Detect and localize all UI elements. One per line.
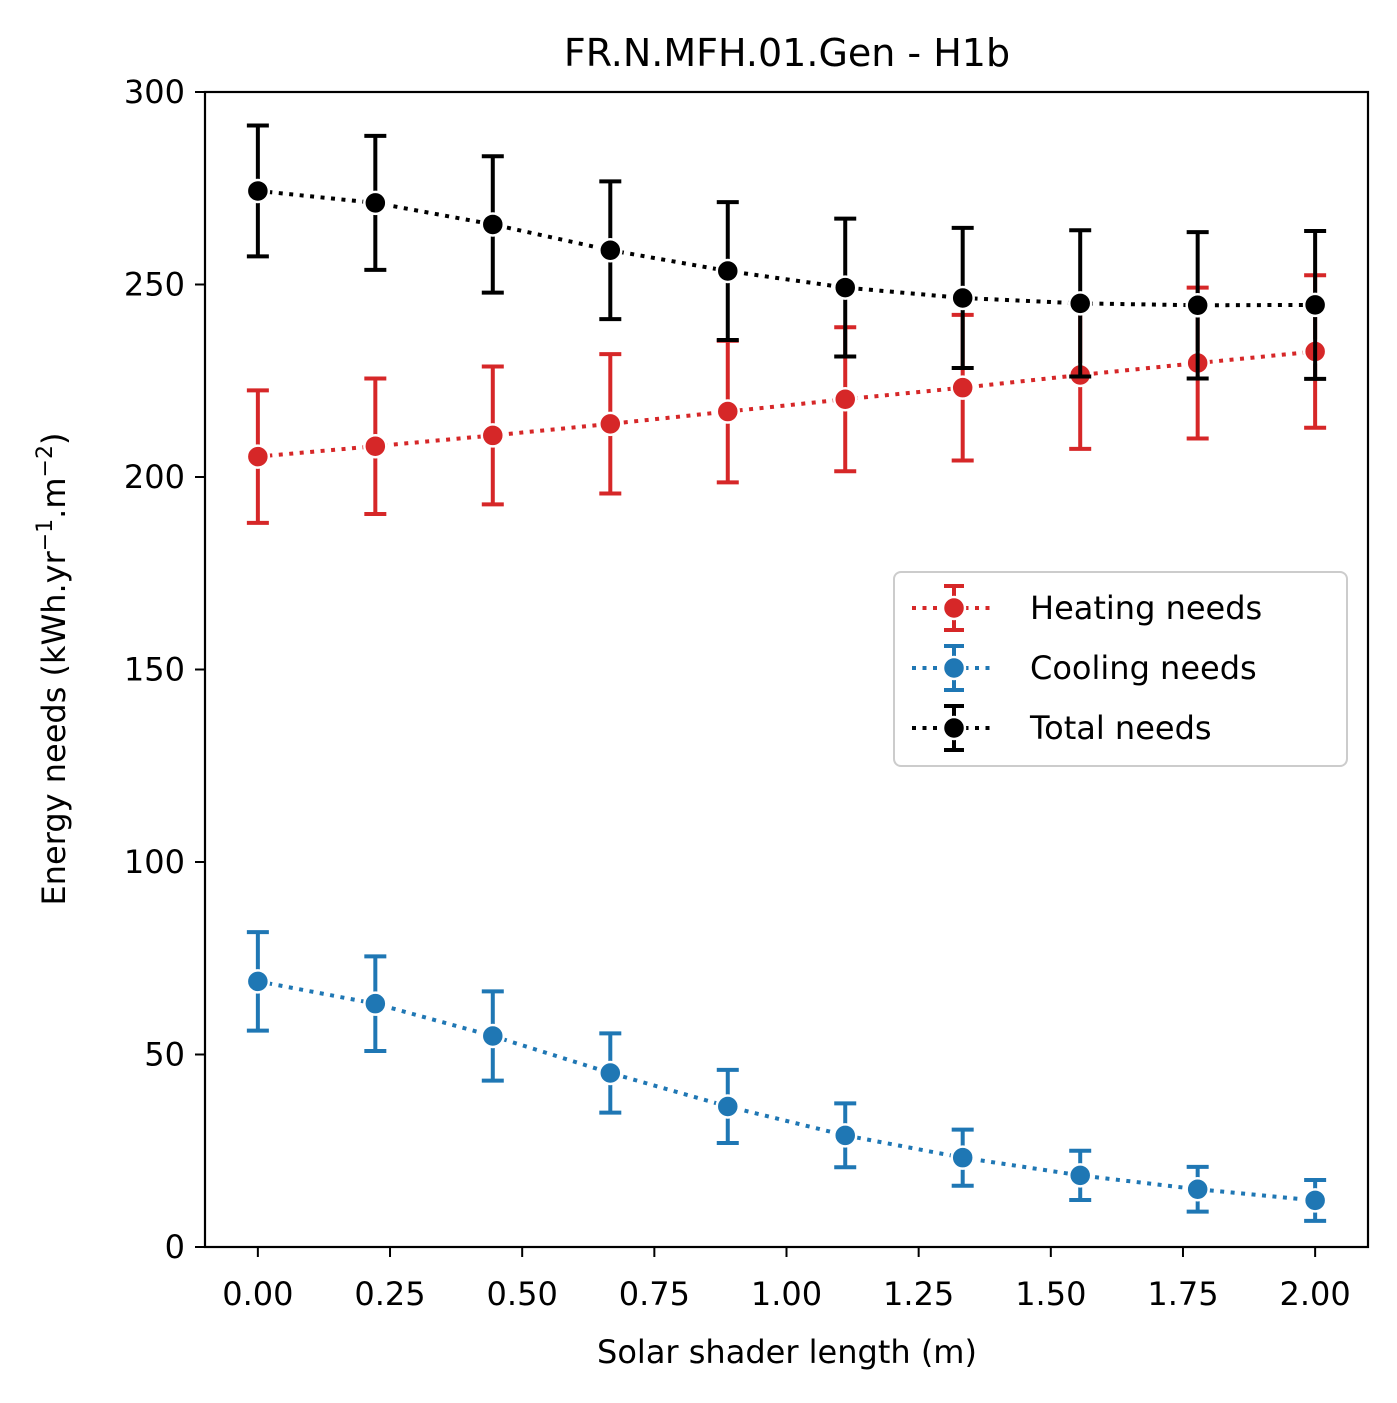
data-point <box>832 386 858 412</box>
data-point <box>1302 292 1328 318</box>
data-point <box>1185 293 1210 318</box>
data-point <box>715 1094 741 1119</box>
y-axis-title-sup2: −2 <box>33 445 58 477</box>
data-point <box>598 411 623 437</box>
y-tick-label: 300 <box>124 73 185 111</box>
y-axis-title-main: Energy needs (kWh.yr <box>35 550 73 905</box>
data-point <box>598 237 623 263</box>
x-tick-label: 0.75 <box>619 1275 690 1313</box>
x-tick-label: 1.25 <box>883 1275 954 1313</box>
y-tick-label: 150 <box>124 651 185 689</box>
x-axis-title: Solar shader length (m) <box>597 1333 977 1371</box>
series-line <box>257 188 1316 308</box>
x-tick-label: 1.75 <box>1147 1275 1218 1313</box>
data-point <box>480 1023 506 1049</box>
data-point <box>950 1145 975 1170</box>
legend-item: Total needs <box>912 704 1212 752</box>
x-tick-label: 2.00 <box>1280 1275 1351 1313</box>
series-cooling-needs <box>245 930 1328 1223</box>
legend-label: Cooling needs <box>1030 649 1257 687</box>
x-tick-label: 0.25 <box>354 1275 425 1313</box>
data-point <box>245 444 271 469</box>
legend-item: Heating needs <box>912 584 1262 632</box>
x-tick-label: 0.00 <box>222 1275 293 1313</box>
data-point <box>1067 291 1093 316</box>
data-point <box>363 991 388 1016</box>
data-point <box>715 258 741 284</box>
y-tick-label: 200 <box>124 458 185 496</box>
data-point <box>480 212 506 237</box>
data-point <box>832 1123 858 1148</box>
y-tick-label: 50 <box>144 1036 185 1074</box>
data-point <box>245 178 271 204</box>
series-line <box>257 349 1316 459</box>
y-axis: 0 50 100 150 200 250 300 <box>124 73 205 1266</box>
legend-frame <box>893 571 1348 767</box>
x-axis: 0.00 0.25 0.50 0.75 1.00 1.25 1.50 1.75 2.00 <box>222 1247 1351 1313</box>
data-point <box>363 190 388 216</box>
x-tick-label: 1.00 <box>751 1275 822 1313</box>
data-point <box>480 423 506 448</box>
data-point <box>1302 1188 1328 1213</box>
y-axis-title-end: ) <box>35 433 73 445</box>
data-point <box>1185 1177 1210 1202</box>
legend: Heating needs Cooling needs Total needs <box>893 571 1348 767</box>
data-point <box>832 275 858 300</box>
data-point <box>598 1060 623 1086</box>
data-point <box>245 969 271 994</box>
data-point <box>363 433 388 459</box>
y-tick-label: 100 <box>124 843 185 881</box>
x-tick-label: 1.50 <box>1015 1275 1086 1313</box>
y-axis-title-sup1: −1 <box>33 519 58 551</box>
data-point <box>715 399 741 424</box>
legend-label: Heating needs <box>1030 589 1262 627</box>
x-tick-label: 0.50 <box>487 1275 558 1313</box>
y-tick-label: 250 <box>124 266 185 304</box>
legend-item: Cooling needs <box>912 644 1257 692</box>
legend-marker <box>941 655 967 681</box>
data-point <box>950 375 975 400</box>
y-axis-title-mid: .m <box>35 477 73 518</box>
legend-marker <box>941 715 967 741</box>
y-tick-label: 0 <box>165 1228 185 1266</box>
legend-label: Total needs <box>1029 709 1212 747</box>
data-point <box>1067 1163 1093 1188</box>
legend-marker <box>941 595 967 621</box>
series-total-needs <box>245 123 1328 381</box>
plot-area <box>245 123 1328 1223</box>
data-point <box>950 285 975 311</box>
chart-title: FR.N.MFH.01.Gen - H1b <box>564 31 1010 75</box>
series-line <box>257 979 1316 1203</box>
y-axis-title: Energy needs (kWh.yr−1.m−2) <box>33 433 73 906</box>
